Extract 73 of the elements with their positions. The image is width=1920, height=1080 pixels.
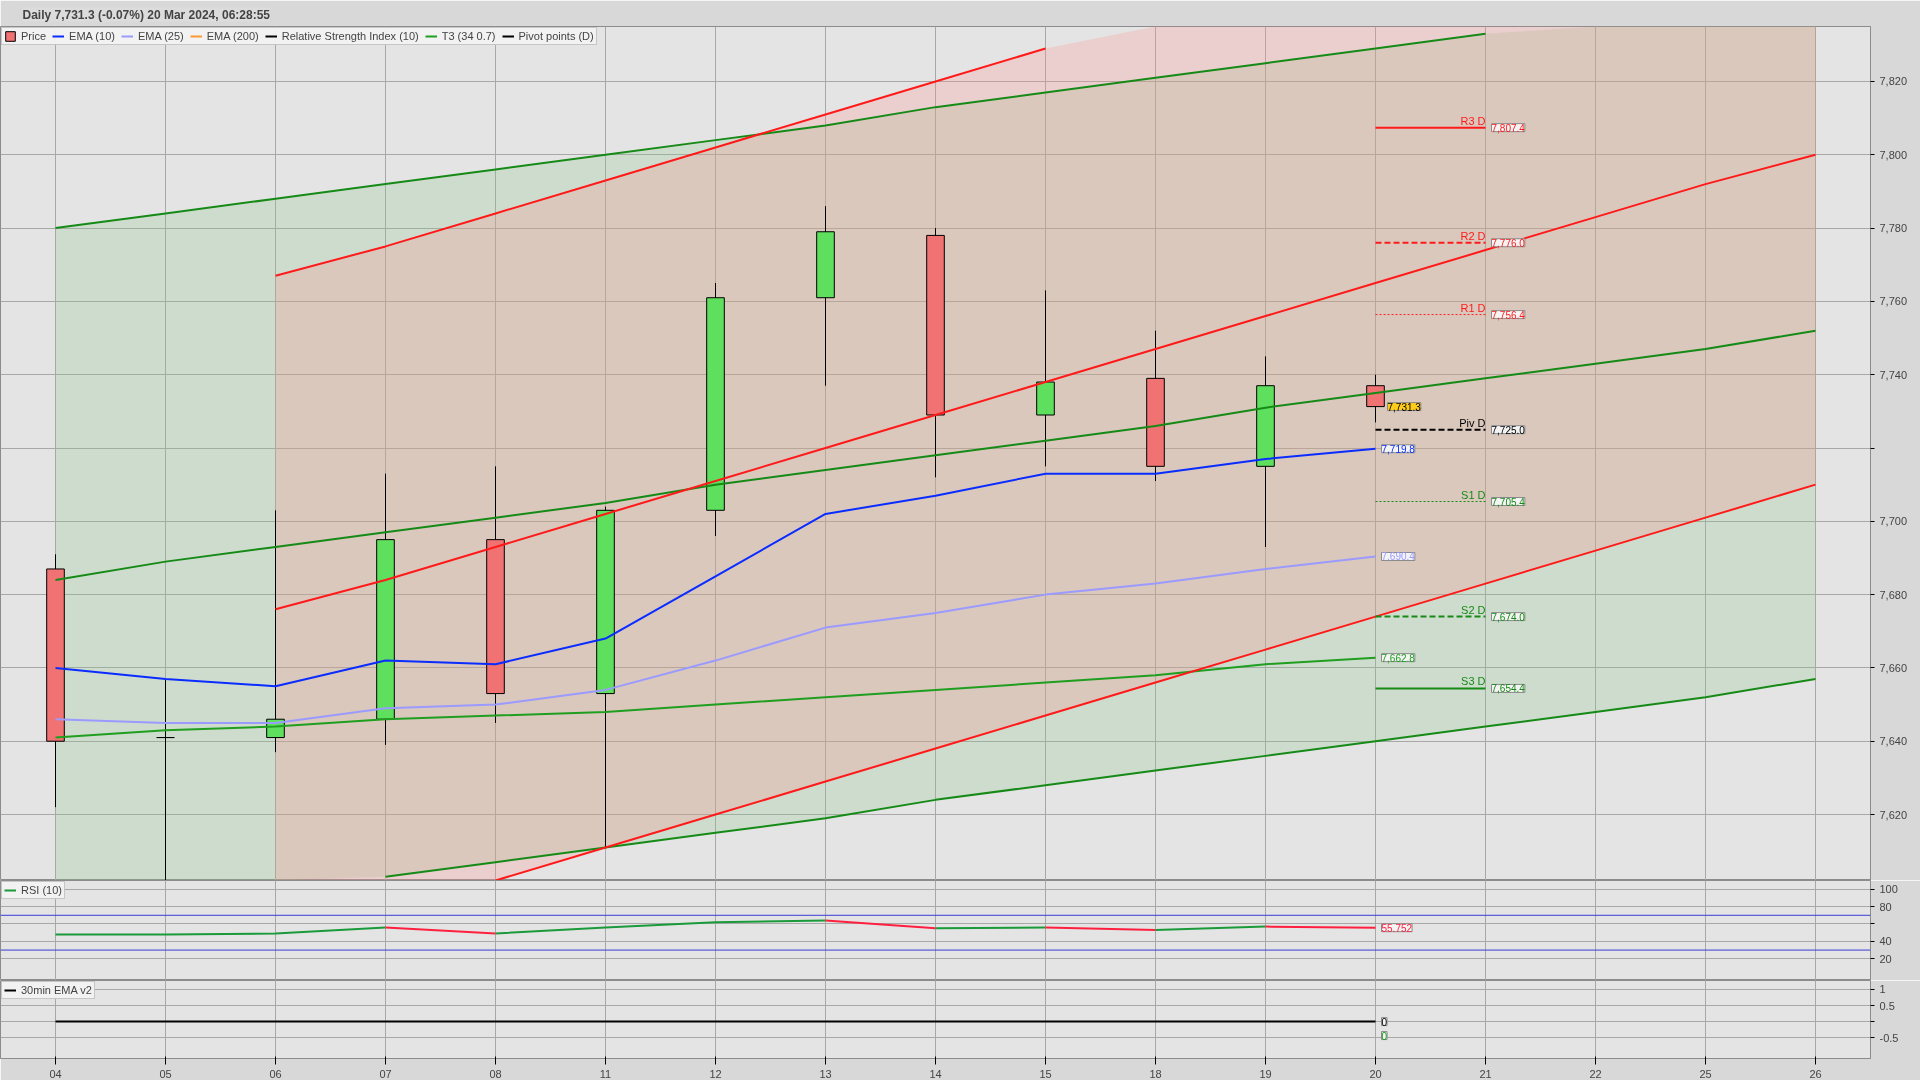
y-tick-label: 7,760 [1879,295,1908,308]
line-series [494,919,827,935]
y-tick-label: 7,740 [1879,368,1908,381]
y-tick-label: 7,640 [1879,735,1908,748]
legend-label: EMA (25) [137,30,184,42]
line-series [54,329,1817,581]
line-series [274,47,1047,277]
y-tick-label: 40 [1879,935,1892,948]
x-tick-label: 11 [599,1067,612,1080]
legend-label: EMA (10) [69,30,115,42]
data-label: 7,725.0 [1491,424,1526,436]
data-label: 7,705.4 [1491,496,1526,508]
x-tick-label: 25 [1699,1067,1712,1080]
annotation: R3 D [1460,114,1486,127]
x-tick-label: 12 [709,1067,722,1080]
line-series [384,677,1817,878]
x-tick-label: 21 [1479,1067,1492,1080]
x-tick-label: 05 [159,1067,172,1080]
x-tick-label: 20 [1369,1067,1382,1080]
data-label: 7,662.8 [1381,652,1416,664]
legend-label: RSI (10) [21,884,62,896]
data-label: 7,674.0 [1491,611,1526,623]
annotation: S2 D [1461,603,1486,616]
y-tick-label: 1 [1879,983,1886,996]
x-tick-label: 15 [1039,1067,1052,1080]
legend-label: Pivot points (D) [518,30,594,42]
chart-title: Daily 7,731.3 (-0.07%) 20 Mar 2024, 06:28:55 [22,7,271,22]
data-label: 7,719.8 [1381,443,1416,455]
line-series [54,447,1377,688]
data-label: 7,807.4 [1491,122,1526,134]
legend-label: T3 (34 0.7) [441,30,496,42]
x-tick-label: 13 [819,1067,832,1080]
x-tick-label: 14 [929,1067,942,1080]
data-label: 7,776.0 [1491,237,1526,249]
x-tick-label: 22 [1589,1067,1602,1080]
y-tick-label: -0.5 [1879,1031,1899,1044]
y-tick-label: 7,680 [1879,588,1908,601]
x-tick-label: 07 [379,1067,392,1080]
y-tick-label: 100 [1879,883,1898,896]
y-tick-label: 7,660 [1879,661,1908,674]
data-label: 7,654.4 [1491,683,1526,695]
line-series [54,32,1487,230]
annotation: 0 [1381,1030,1388,1042]
y-tick-label: 7,700 [1879,515,1908,528]
annotation: S1 D [1461,488,1486,501]
line-series [494,483,1817,880]
line-series [54,656,1377,739]
legend-label: Relative Strength Index (10) [281,30,419,42]
x-tick-label: 06 [269,1067,282,1080]
x-tick-label: 04 [49,1067,62,1080]
legend-label: 30min EMA v2 [21,984,92,996]
x-tick-label: 18 [1149,1067,1162,1080]
y-tick-label: 80 [1879,900,1892,913]
data-label: 7,756.4 [1491,309,1526,321]
x-tick-label: 08 [489,1067,502,1080]
data-label: 55.752 [1381,922,1413,934]
y-tick-label: 7,620 [1879,808,1908,821]
annotation: Piv D [1459,416,1486,429]
legend-label: EMA (200) [206,30,259,42]
y-tick-label: 0.5 [1879,999,1895,1012]
text: 7,731.3 [1387,401,1421,413]
candlestick [156,678,175,880]
y-tick-label: 7,800 [1879,148,1908,161]
y-tick-label: 7,820 [1879,75,1908,88]
legend-label: Price [21,30,47,42]
y-tick-label: 20 [1879,952,1892,965]
annotation: S3 D [1461,675,1486,688]
annotation: R2 D [1460,229,1486,242]
candlestick [1366,374,1385,423]
x-tick-label: 19 [1259,1067,1272,1080]
x-tick-label: 26 [1809,1067,1822,1080]
y-tick-label: 7,780 [1879,222,1908,235]
annotation: R1 D [1460,301,1486,314]
